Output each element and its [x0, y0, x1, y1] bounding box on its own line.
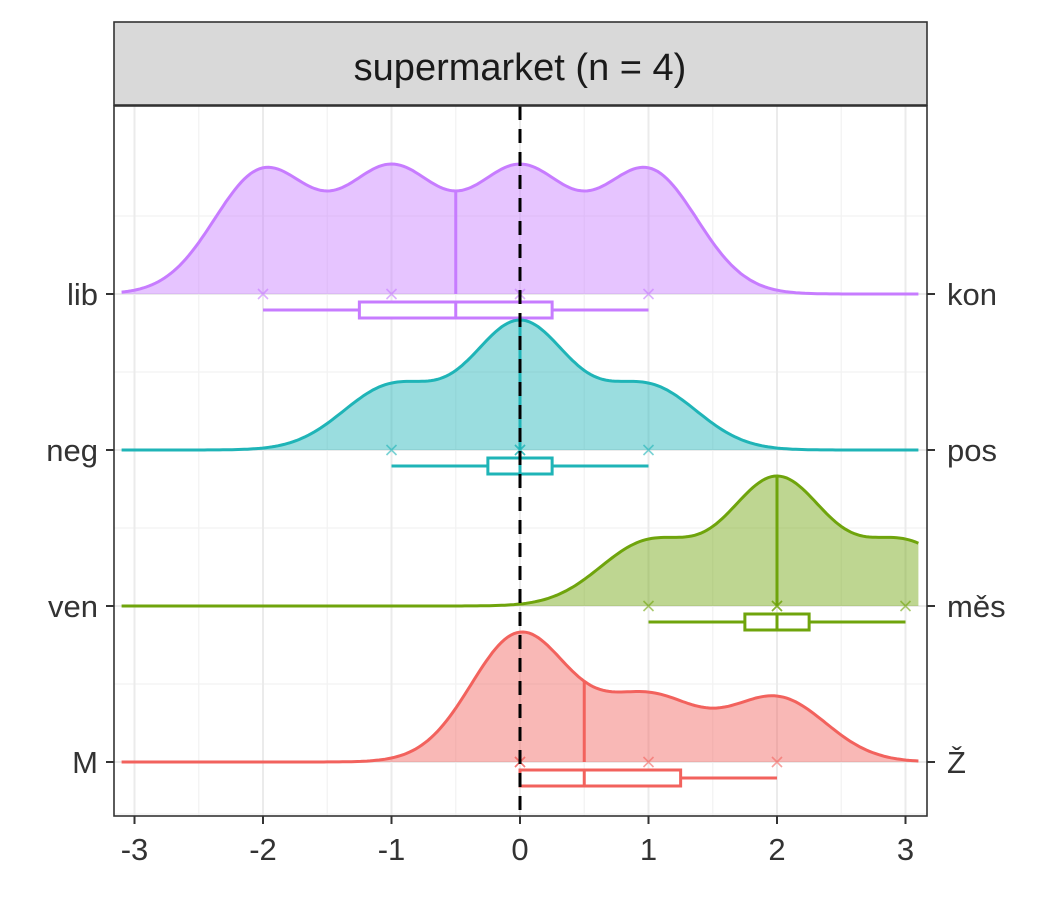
y-tick-label-right: Ž: [947, 745, 966, 780]
y-tick-label-right: měs: [947, 589, 1006, 624]
y-tick-label-right: pos: [947, 433, 997, 468]
data-point: [642, 444, 655, 456]
x-tick-label: 1: [640, 832, 657, 867]
data-point: [642, 600, 655, 612]
data-point: [385, 444, 398, 456]
x-tick-label: 0: [511, 832, 528, 867]
x-tick-label: 3: [897, 832, 914, 867]
y-tick-label-left: neg: [46, 433, 98, 468]
strip-title: supermarket (n = 4): [354, 47, 687, 89]
strip-background: [113, 21, 928, 106]
y-tick-label-left: M: [72, 745, 98, 780]
data-point: [899, 600, 912, 612]
data-point: [642, 288, 655, 300]
data-point: [514, 444, 526, 456]
x-tick-label: -1: [378, 832, 406, 867]
y-tick-label-left: ven: [48, 589, 98, 624]
density-area: [121, 632, 919, 762]
data-point: [385, 288, 398, 300]
y-tick-label-left: lib: [67, 277, 98, 312]
data-point: [257, 288, 269, 300]
density-line: [121, 630, 919, 764]
x-tick-label: -2: [249, 832, 277, 867]
ridge-M: [121, 630, 919, 788]
axes: -3 -2 -1 0 1 2 3 lib kon neg pos ven měs M Ž: [46, 277, 1005, 867]
data-point: [771, 756, 783, 768]
x-tick-label: 2: [768, 832, 785, 867]
ridge-ven: [121, 474, 919, 632]
data-point: [771, 600, 783, 612]
density-line: [121, 474, 919, 608]
density-area: [121, 476, 919, 606]
box: [518, 768, 683, 788]
x-tick-label: -3: [121, 832, 149, 867]
data-point: [642, 756, 655, 768]
y-tick-label-right: kon: [947, 277, 997, 312]
